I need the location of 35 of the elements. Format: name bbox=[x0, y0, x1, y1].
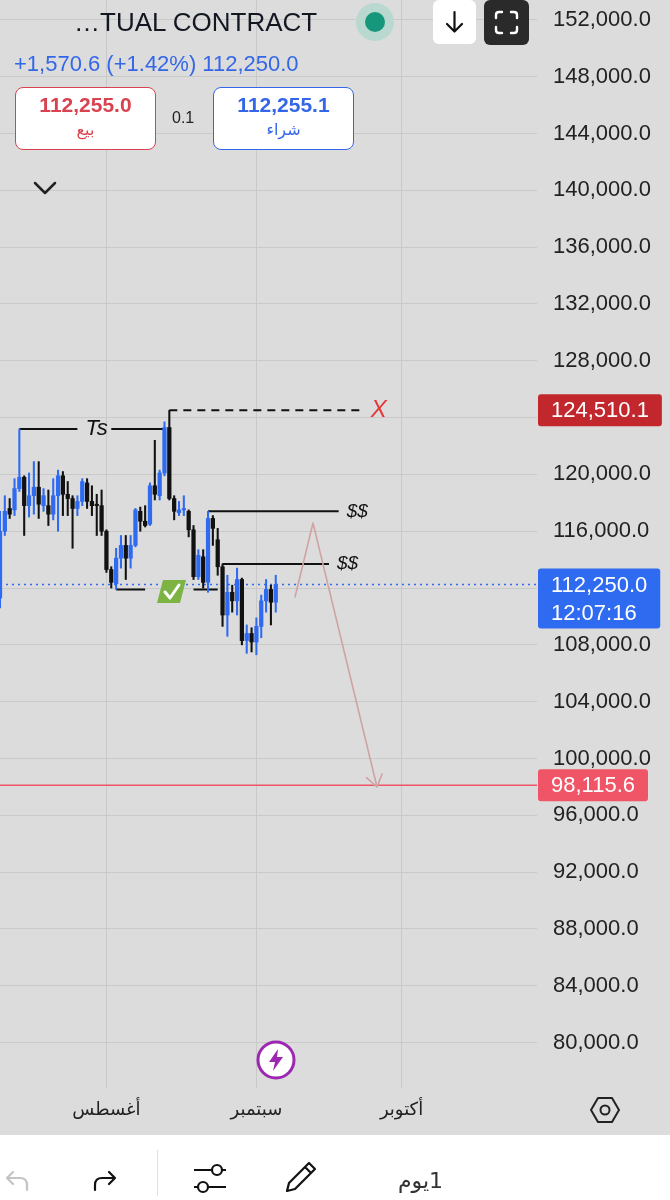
y-tick-label: 128,000.0 bbox=[553, 346, 651, 372]
y-tick-label: 136,000.0 bbox=[553, 233, 651, 259]
y-tick-label: 100,000.0 bbox=[553, 744, 651, 770]
annotation: 112,255.0 bbox=[38, 92, 133, 118]
annotation: X bbox=[369, 395, 388, 423]
annotation: $$ bbox=[345, 499, 369, 521]
y-tick-label: 108,000.0 bbox=[553, 630, 651, 656]
annotation: 0.1 bbox=[172, 108, 195, 128]
annotation: Ts bbox=[85, 415, 108, 441]
chart-title: …TUAL CONTRACT bbox=[74, 6, 318, 39]
y-tick-label: 96,000.0 bbox=[553, 801, 639, 827]
text: +1,570.6 (+1.42%) 112,250.0 bbox=[14, 50, 299, 78]
y-tick-label: 144,000.0 bbox=[553, 119, 651, 145]
ref-line-label: 112,250.0 12:07:16 bbox=[551, 571, 648, 625]
y-tick-label: 132,000.0 bbox=[553, 290, 651, 316]
y-tick-label: 120,000.0 bbox=[553, 460, 651, 486]
y-tick-label: 84,000.0 bbox=[553, 971, 639, 997]
y-tick-label: 80,000.0 bbox=[553, 1028, 639, 1054]
text: 1يوم bbox=[398, 1167, 444, 1195]
annotation: $$ bbox=[335, 552, 359, 574]
annotation: بيع bbox=[75, 119, 96, 142]
y-tick-label: 88,000.0 bbox=[553, 914, 639, 940]
y-tick-label: 140,000.0 bbox=[553, 176, 651, 202]
ref-line-label: 98,115.6 bbox=[551, 772, 636, 798]
text: 124,510.1 bbox=[551, 397, 649, 423]
x-tick-label: أغسطس bbox=[72, 1097, 141, 1120]
x-tick-label: سبتمبر bbox=[229, 1098, 283, 1121]
y-tick-label: 104,000.0 bbox=[553, 687, 651, 713]
x-tick-label: أكتوبر bbox=[378, 1097, 424, 1121]
y-tick-label: 92,000.0 bbox=[553, 858, 639, 884]
annotation: 112,255.1 bbox=[236, 92, 331, 118]
y-tick-label: 116,000.0 bbox=[553, 517, 650, 543]
y-tick-label: 148,000.0 bbox=[553, 62, 651, 88]
annotation: شراء bbox=[265, 119, 302, 142]
y-tick-label: 152,000.0 bbox=[553, 5, 651, 31]
